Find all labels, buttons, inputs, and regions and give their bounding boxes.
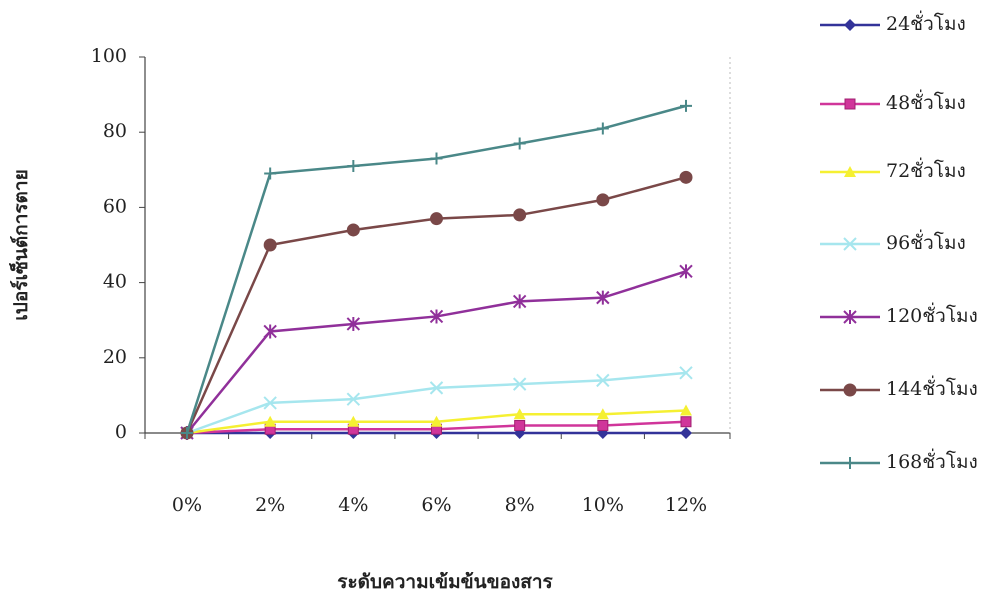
marker <box>598 420 608 430</box>
marker <box>680 264 692 278</box>
legend-label: 144ชั่วโมง <box>886 375 978 400</box>
x-tick-label: 0% <box>172 494 202 516</box>
x-tick-label: 10% <box>582 494 624 516</box>
marker <box>514 137 526 149</box>
marker <box>596 193 609 206</box>
marker <box>264 239 277 252</box>
x-tick-label: 2% <box>255 494 285 516</box>
marker <box>347 223 360 236</box>
marker <box>845 99 855 109</box>
marker <box>681 417 691 427</box>
marker <box>431 153 443 165</box>
legend-label: 96ชั่วโมง <box>886 229 966 254</box>
marker <box>513 208 526 221</box>
marker <box>515 420 525 430</box>
marker <box>680 171 693 184</box>
marker <box>430 212 443 225</box>
chart: เปอร์เซ็นต์การตาย ระดับความเข้มข้นของสาร… <box>0 0 995 605</box>
marker <box>680 100 692 112</box>
marker <box>680 427 692 439</box>
marker <box>844 19 856 31</box>
x-tick-label: 12% <box>665 494 707 516</box>
y-tick-label: 60 <box>103 195 127 217</box>
y-tick-label: 100 <box>91 45 127 67</box>
marker <box>347 160 359 172</box>
y-tick-label: 20 <box>103 346 127 368</box>
legend-label: 24ชั่วโมง <box>886 10 966 35</box>
y-tick-label: 40 <box>103 271 127 293</box>
legend-label: 120ชั่วโมง <box>886 302 978 327</box>
legend-label: 168ชั่วโมง <box>886 448 978 473</box>
y-tick-label: 0 <box>115 421 127 443</box>
y-tick-label: 80 <box>103 120 127 142</box>
marker <box>597 122 609 134</box>
x-tick-label: 4% <box>338 494 368 516</box>
legend-label: 72ชั่วโมง <box>886 157 966 182</box>
y-axis-title: เปอร์เซ็นต์การตาย <box>8 169 32 320</box>
x-tick-label: 8% <box>505 494 535 516</box>
legend-label: 48ชั่วโมง <box>886 89 966 114</box>
x-axis-title: ระดับความเข้มข้นของสาร <box>337 571 553 593</box>
series-line <box>187 271 686 433</box>
marker <box>264 168 276 180</box>
marker <box>844 384 857 397</box>
marker <box>844 457 856 469</box>
x-tick-label: 6% <box>421 494 451 516</box>
